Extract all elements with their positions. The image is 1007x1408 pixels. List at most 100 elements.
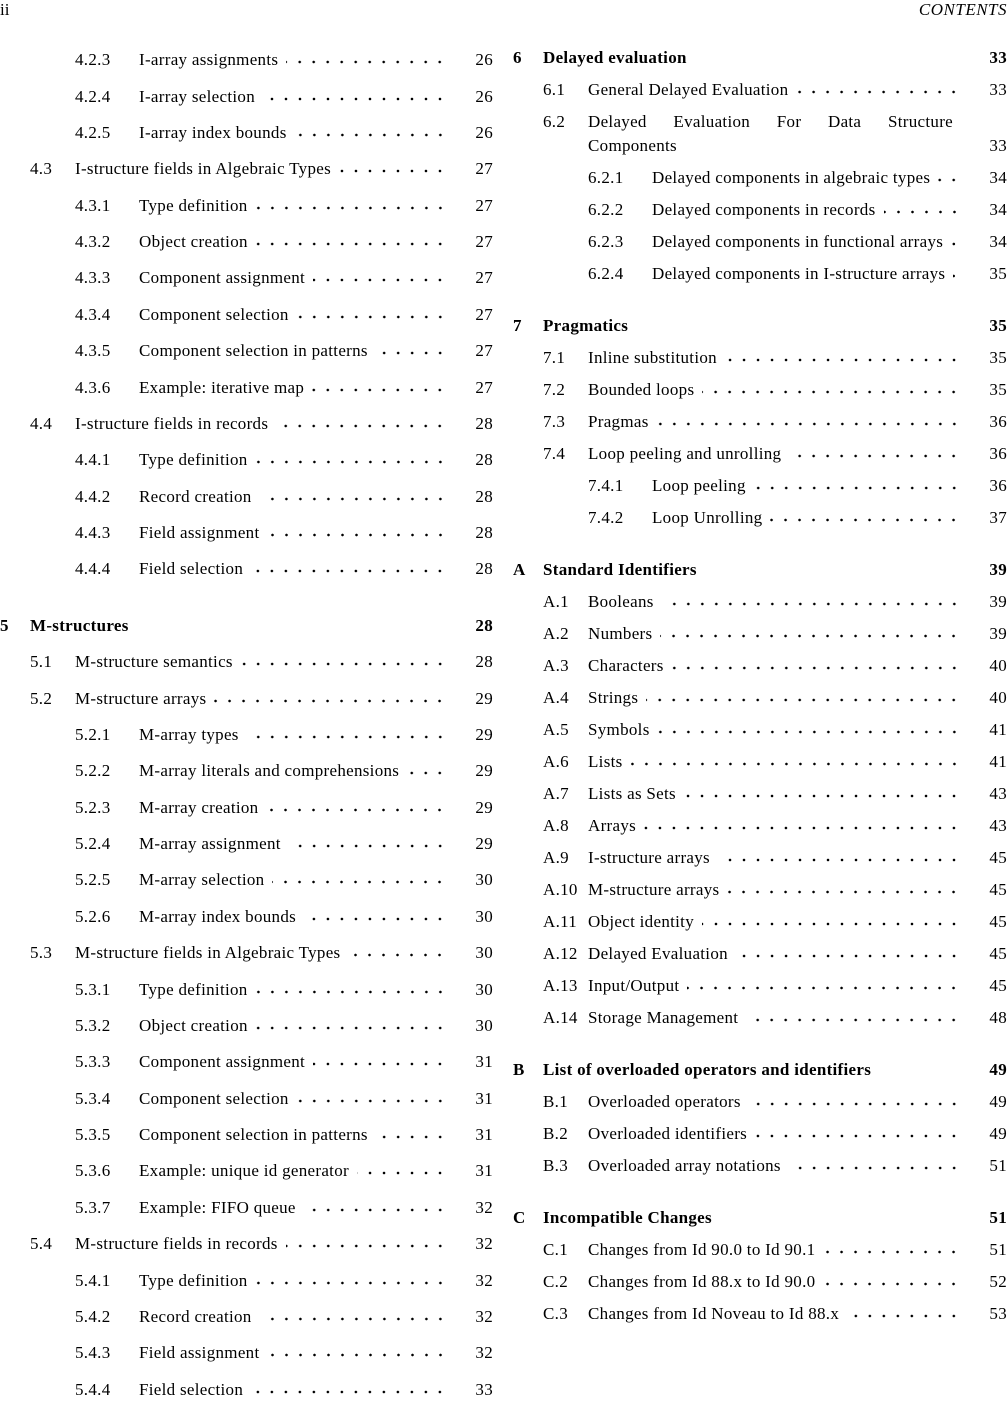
section-number: A.10 bbox=[543, 880, 578, 899]
dot-leader bbox=[770, 517, 961, 523]
dot-leader bbox=[823, 1249, 961, 1255]
dot-leader bbox=[288, 843, 447, 850]
page-number: 45 bbox=[989, 912, 1007, 931]
entry-body: M-array creation bbox=[139, 796, 453, 820]
page-number: 31 bbox=[475, 1125, 493, 1145]
section-title: M-structure arrays bbox=[588, 880, 720, 899]
toc-entry: 7.3 Pragmas 36 bbox=[513, 406, 1007, 438]
dot-leader bbox=[636, 325, 961, 331]
page-number: 40 bbox=[989, 688, 1007, 707]
toc-entry: 6 Delayed evaluation 33 bbox=[513, 42, 1007, 74]
entry-body: I-structure arrays bbox=[588, 846, 967, 870]
page-number: 39 bbox=[989, 560, 1007, 579]
dot-leader bbox=[313, 277, 447, 284]
section-number: C.2 bbox=[543, 1272, 568, 1291]
dot-leader bbox=[267, 1352, 447, 1359]
page-number: 48 bbox=[989, 1008, 1007, 1027]
page-number: 28 bbox=[475, 523, 493, 543]
section-title: I-structure fields in Algebraic Types bbox=[75, 159, 332, 179]
page-number: 27 bbox=[475, 268, 493, 288]
page-number: 32 bbox=[475, 1270, 493, 1290]
page-number: 28 bbox=[475, 450, 493, 470]
section-number: 4.3.1 bbox=[75, 195, 111, 215]
entry-body: Overloaded operators bbox=[588, 1090, 967, 1114]
section-title: General Delayed Evaluation bbox=[588, 80, 789, 99]
toc-entry: 5.2.5 M-array selection 30 bbox=[0, 862, 493, 898]
page-number: 31 bbox=[475, 1052, 493, 1072]
page-number: 30 bbox=[475, 943, 493, 963]
dot-leader bbox=[789, 453, 961, 459]
dot-leader bbox=[656, 421, 961, 427]
section-title: M-array index bounds bbox=[139, 906, 297, 926]
toc-entry: C.3 Changes from Id Noveau to Id 88.x 53 bbox=[513, 1298, 1007, 1330]
section-number: 7.1 bbox=[543, 348, 566, 367]
toc-entry: A.9 I-structure arrays 45 bbox=[513, 842, 1007, 874]
section-number: 5.3.4 bbox=[75, 1088, 111, 1108]
page-number: 27 bbox=[475, 195, 493, 215]
toc-entry: C.2 Changes from Id 88.x to Id 90.0 52 bbox=[513, 1266, 1007, 1298]
section-number: 5.1 bbox=[30, 652, 53, 672]
section-title: Delayed Evaluation bbox=[588, 944, 728, 963]
section-title: Overloaded identifiers bbox=[588, 1124, 748, 1143]
section-title: Changes from Id Noveau to Id 88.x bbox=[588, 1304, 840, 1323]
entry-body: Changes from Id 90.0 to Id 90.1 bbox=[588, 1238, 967, 1262]
section-number: B bbox=[513, 1060, 525, 1079]
toc-entry: 4.3.4 Component selection 27 bbox=[0, 297, 493, 333]
toc-entry: 4.4.4 Field selection 28 bbox=[0, 551, 493, 587]
dot-leader bbox=[671, 665, 961, 671]
page-number: 45 bbox=[989, 880, 1007, 899]
entry-body: Type definition bbox=[139, 448, 453, 472]
entry-body: Component selection in patterns bbox=[139, 339, 453, 363]
dot-leader bbox=[272, 879, 447, 886]
page-number: 35 bbox=[989, 316, 1007, 335]
page-number: 36 bbox=[989, 444, 1007, 463]
section-title: Pragmas bbox=[588, 412, 649, 431]
section-number: 4.4.3 bbox=[75, 523, 111, 543]
section-number: 4.3.2 bbox=[75, 232, 111, 252]
page-number: 27 bbox=[475, 159, 493, 179]
running-head: CONTENTS bbox=[918, 0, 1007, 19]
entry-body: List of overloaded operators and identif… bbox=[543, 1058, 967, 1082]
dot-leader bbox=[630, 761, 961, 767]
toc-entry: A.10 M-structure arrays 45 bbox=[513, 874, 1007, 906]
dot-leader bbox=[883, 209, 961, 215]
dot-leader bbox=[312, 386, 447, 393]
section-title: Type definition bbox=[139, 450, 248, 470]
section-title: Component selection in patterns bbox=[139, 341, 368, 361]
section-title: M-structure arrays bbox=[75, 688, 207, 708]
page-number: 28 bbox=[475, 615, 493, 635]
toc-entry: 5.4.1 Type definition 32 bbox=[0, 1262, 493, 1298]
dot-leader bbox=[657, 729, 961, 735]
section-title: Lists as Sets bbox=[588, 784, 676, 803]
page-number: 51 bbox=[989, 1156, 1007, 1175]
dot-leader bbox=[724, 357, 961, 363]
entry-body: Pragmatics bbox=[543, 314, 967, 338]
dot-leader bbox=[259, 495, 447, 502]
entry-body: Loop peeling and unrolling bbox=[588, 442, 967, 466]
dot-leader bbox=[255, 988, 447, 995]
section-number: 6 bbox=[513, 48, 522, 67]
section-number: 6.2.4 bbox=[588, 264, 624, 283]
entry-body: Numbers bbox=[588, 622, 967, 646]
section-title: Type definition bbox=[139, 979, 248, 999]
section-title: Delayed components in algebraic types bbox=[652, 168, 931, 187]
page-number: 32 bbox=[475, 1306, 493, 1326]
section-number: C.1 bbox=[543, 1240, 568, 1259]
toc-entry: 4.3.1 Type definition 27 bbox=[0, 188, 493, 224]
section-title: Overloaded array notations bbox=[588, 1156, 781, 1175]
toc-entry: 5.2 M-structure arrays 29 bbox=[0, 680, 493, 716]
page-number: 30 bbox=[475, 906, 493, 926]
section-number: A.2 bbox=[543, 624, 569, 643]
page-number: 29 bbox=[475, 688, 493, 708]
entry-body: Component selection bbox=[139, 303, 453, 327]
dot-leader bbox=[746, 1017, 961, 1023]
section-title: Symbols bbox=[588, 720, 650, 739]
section-title: Bounded loops bbox=[588, 380, 695, 399]
section-number: 4.2.5 bbox=[75, 122, 111, 142]
page-number: 31 bbox=[475, 1088, 493, 1108]
section-number: 5.4.3 bbox=[75, 1343, 111, 1363]
page-number: 34 bbox=[989, 232, 1007, 251]
entry-body: General Delayed Evaluation bbox=[588, 78, 967, 102]
toc-entry: 5.3.1 Type definition 30 bbox=[0, 971, 493, 1007]
